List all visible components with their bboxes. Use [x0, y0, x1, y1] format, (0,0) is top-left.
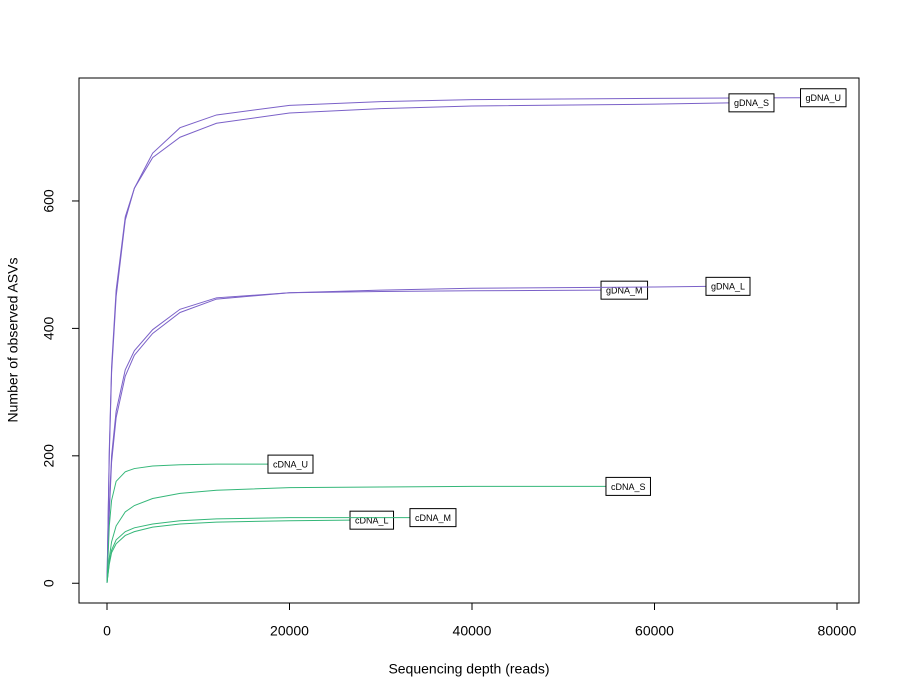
x-tick-label: 40000: [453, 623, 492, 639]
series-label-box: [728, 93, 775, 113]
series-end-label: gDNA_U: [800, 88, 847, 108]
x-axis-label: Sequencing depth (reads): [388, 661, 549, 677]
series-label: gDNA_M: [606, 286, 643, 296]
series-end-label: cDNA_L: [349, 510, 395, 530]
series-label-box: [409, 508, 457, 528]
x-tick-label: 60000: [635, 623, 674, 639]
x-tick-label: 20000: [270, 623, 309, 639]
series-end-label: gDNA_S: [728, 93, 775, 113]
series-end-label: gDNA_M: [600, 280, 649, 300]
series-line: [106, 463, 268, 583]
series-line: [106, 102, 729, 583]
series-label: gDNA_S: [734, 98, 769, 108]
series-label-box: [349, 510, 395, 530]
series-label: gDNA_L: [711, 282, 745, 292]
series-end-label: cDNA_M: [409, 508, 457, 528]
series-label-box: [605, 476, 651, 496]
y-tick-label: 600: [41, 189, 57, 213]
series-label: gDNA_U: [806, 93, 842, 103]
series-label-box: [600, 280, 649, 300]
series-line: [106, 517, 410, 583]
y-tick-label: 200: [41, 444, 57, 468]
series-end-label: cDNA_S: [605, 476, 651, 496]
series-label-box: [267, 454, 314, 474]
series-line: [106, 289, 602, 583]
series-line: [106, 285, 706, 583]
x-tick-label: 0: [103, 623, 111, 639]
series-label-box: [705, 276, 751, 296]
series-label-box: [800, 88, 847, 108]
y-tick-label: 400: [41, 317, 57, 341]
series-line: [106, 485, 606, 583]
series-end-label: gDNA_L: [705, 276, 751, 296]
series-label: cDNA_M: [415, 513, 451, 523]
series-end-label: cDNA_U: [267, 454, 314, 474]
y-axis-label: Number of observed ASVs: [5, 258, 21, 423]
series-label: cDNA_L: [355, 516, 389, 526]
series-label: cDNA_S: [611, 482, 646, 492]
series-label: cDNA_U: [273, 459, 308, 469]
x-tick-label: 80000: [818, 623, 857, 639]
y-tick-label: 0: [41, 579, 57, 587]
